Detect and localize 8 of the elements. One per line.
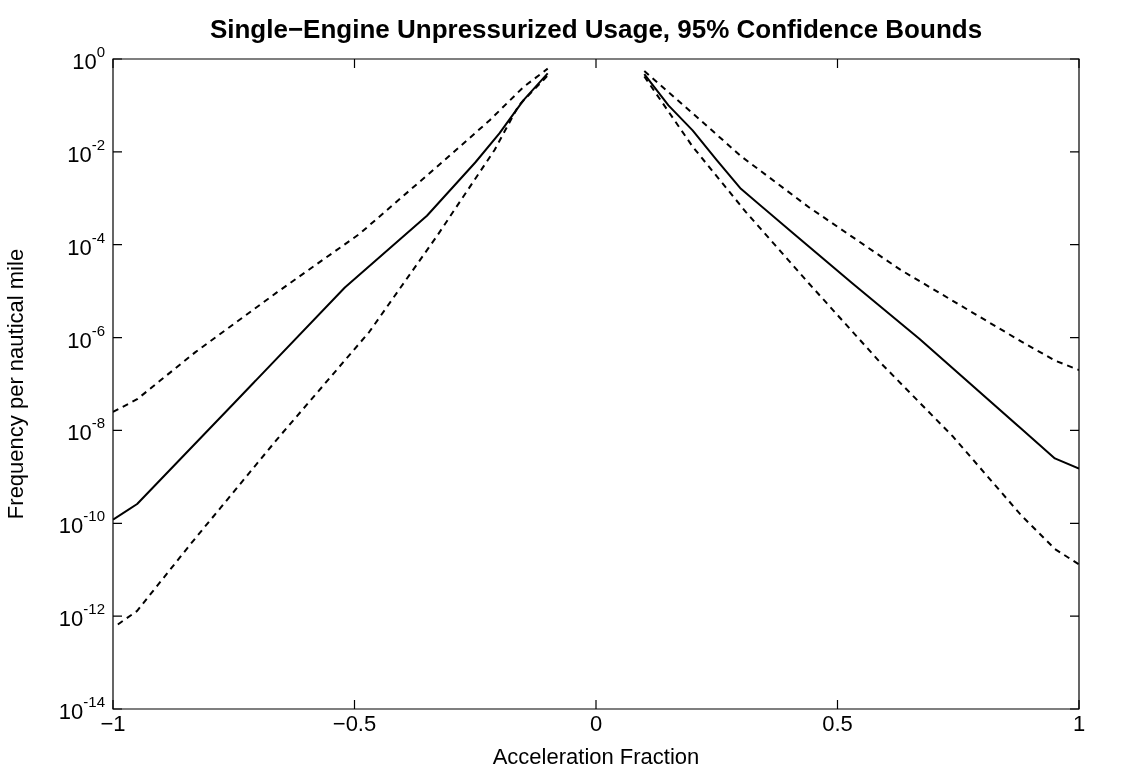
x-tick-label: −1 [100,711,126,737]
y-axis-title: Frequency per nautical mile [3,248,29,520]
x-tick-label: 0 [589,711,603,737]
x-axis-title: Acceleration Fraction [492,743,700,769]
x-tick-label: −0.5 [332,711,377,737]
chart-title: Single−Engine Unpressurized Usage, 95% Confidence Bounds [209,14,983,44]
x-tick-label: 0.5 [822,711,853,737]
x-tick-label: 1 [1072,711,1086,737]
